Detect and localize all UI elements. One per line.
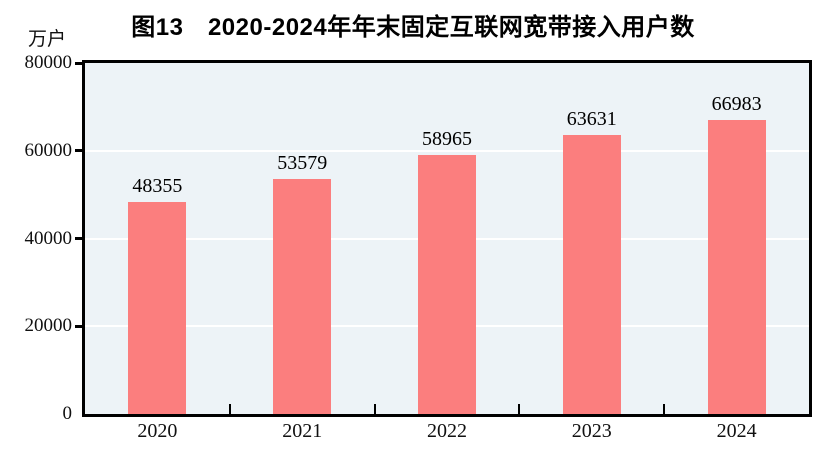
bar-value-label-2020: 48355 <box>132 174 183 197</box>
x-axis-tick-4 <box>663 404 666 414</box>
x-axis-label-2023: 2023 <box>571 420 612 442</box>
y-axis-label-60000: 60000 <box>24 139 73 161</box>
chart-title: 图13 2020-2024年年末固定互联网宽带接入用户数 <box>131 14 695 41</box>
x-axis-tick-2 <box>373 404 376 414</box>
y-axis-unit-label: 万户 <box>28 29 67 50</box>
bar-2023 <box>562 134 621 414</box>
y-axis-tick-80000 <box>75 61 82 65</box>
y-axis-tick-40000 <box>75 237 82 240</box>
y-axis-tick-20000 <box>75 324 82 328</box>
x-axis-label-2022: 2022 <box>426 420 467 442</box>
gridline-60000 <box>85 149 809 152</box>
x-axis-label-2021: 2021 <box>282 420 323 442</box>
x-axis-label-2024: 2024 <box>716 420 757 442</box>
y-axis-tick-60000 <box>75 149 82 153</box>
bar-2020 <box>128 201 187 414</box>
x-axis-label-2020: 2020 <box>137 420 178 442</box>
x-axis-tick-3 <box>518 404 521 414</box>
y-axis-label-20000: 20000 <box>24 315 73 337</box>
bar-value-label-2021: 53579 <box>277 151 328 174</box>
bar-value-label-2022: 58965 <box>422 128 472 151</box>
x-axis-tick-1 <box>228 404 231 414</box>
bar-2024 <box>707 120 766 414</box>
x-axis-labels: 2020 2021 2022 2023 2024 <box>85 420 809 443</box>
y-axis-label-80000: 80000 <box>24 52 73 73</box>
bar-value-label-2024: 66983 <box>711 93 762 116</box>
bar-2022 <box>418 155 476 414</box>
plot-area: 48355 53579 58965 63631 66983 <box>82 60 812 417</box>
y-axis-label-40000: 40000 <box>24 227 73 249</box>
y-axis-label-0: 0 <box>62 403 73 424</box>
bar-2021 <box>273 178 332 414</box>
bar-value-label-2023: 63631 <box>566 107 617 130</box>
